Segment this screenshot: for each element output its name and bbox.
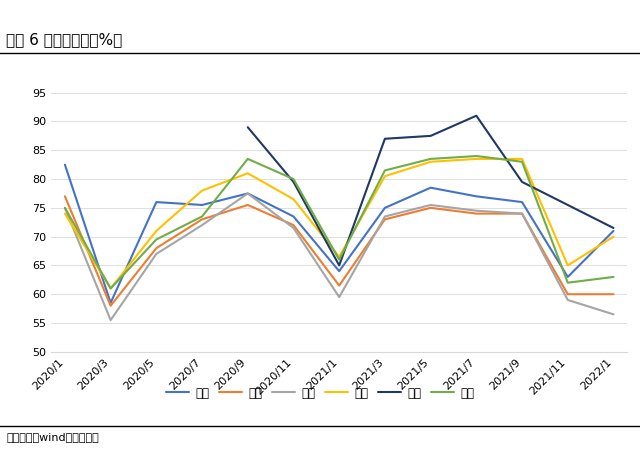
东航 (381, 214, 388, 219)
吉祥 (472, 153, 480, 159)
国航 (610, 291, 618, 297)
东航 (472, 208, 480, 213)
国航 (518, 211, 526, 216)
春秋 (472, 113, 480, 119)
南航 (290, 214, 298, 219)
东航 (518, 211, 526, 216)
海航 (335, 254, 343, 259)
东航 (61, 205, 68, 211)
国航 (244, 202, 252, 207)
海航 (381, 174, 388, 179)
海航 (427, 159, 435, 165)
吉祥 (381, 168, 388, 173)
南航 (198, 202, 206, 207)
国航 (335, 283, 343, 288)
春秋 (290, 179, 298, 184)
Line: 南航: 南航 (65, 165, 614, 303)
南航 (61, 162, 68, 167)
吉祥 (564, 280, 572, 285)
吉祥 (335, 257, 343, 262)
Line: 海航: 海航 (65, 159, 614, 289)
国航 (198, 216, 206, 222)
Text: 资料来源：wind，建泓时代: 资料来源：wind，建泓时代 (6, 432, 99, 442)
吉祥 (152, 237, 160, 242)
海航 (610, 234, 618, 239)
国航 (152, 245, 160, 251)
海航 (518, 156, 526, 161)
南航 (564, 274, 572, 280)
南航 (381, 205, 388, 211)
南航 (335, 268, 343, 274)
春秋 (244, 124, 252, 130)
南航 (152, 199, 160, 205)
东航 (564, 297, 572, 303)
海航 (290, 197, 298, 202)
Legend: 南航, 国航, 东航, 海航, 春秋, 吉祥: 南航, 国航, 东航, 海航, 春秋, 吉祥 (161, 382, 479, 405)
南航 (107, 300, 115, 305)
国航 (290, 222, 298, 228)
东航 (335, 295, 343, 300)
海航 (107, 286, 115, 291)
国航 (472, 211, 480, 216)
东航 (107, 318, 115, 323)
南航 (427, 185, 435, 190)
东航 (610, 312, 618, 317)
吉祥 (198, 214, 206, 219)
海航 (61, 211, 68, 216)
南航 (610, 228, 618, 234)
春秋 (610, 226, 618, 231)
吉祥 (107, 286, 115, 291)
春秋 (381, 136, 388, 142)
南航 (472, 193, 480, 199)
海航 (152, 228, 160, 234)
南航 (244, 191, 252, 196)
春秋 (335, 263, 343, 268)
春秋 (427, 133, 435, 138)
海航 (198, 188, 206, 193)
吉祥 (244, 156, 252, 161)
Line: 吉祥: 吉祥 (65, 156, 614, 289)
Line: 国航: 国航 (65, 196, 614, 306)
海航 (244, 170, 252, 176)
东航 (152, 251, 160, 257)
国航 (564, 291, 572, 297)
国航 (381, 216, 388, 222)
东航 (198, 222, 206, 228)
国航 (61, 193, 68, 199)
东航 (427, 202, 435, 207)
东航 (290, 226, 298, 231)
吉祥 (290, 176, 298, 182)
国航 (107, 303, 115, 308)
海航 (472, 156, 480, 161)
春秋 (518, 179, 526, 184)
Line: 东航: 东航 (65, 193, 614, 320)
吉祥 (518, 159, 526, 165)
吉祥 (61, 205, 68, 211)
海航 (564, 263, 572, 268)
吉祥 (427, 156, 435, 161)
Text: 上市 6 航司客座率（%）: 上市 6 航司客座率（%） (6, 32, 123, 47)
吉祥 (610, 274, 618, 280)
南航 (518, 199, 526, 205)
国航 (427, 205, 435, 211)
Line: 春秋: 春秋 (248, 116, 614, 266)
东航 (244, 191, 252, 196)
